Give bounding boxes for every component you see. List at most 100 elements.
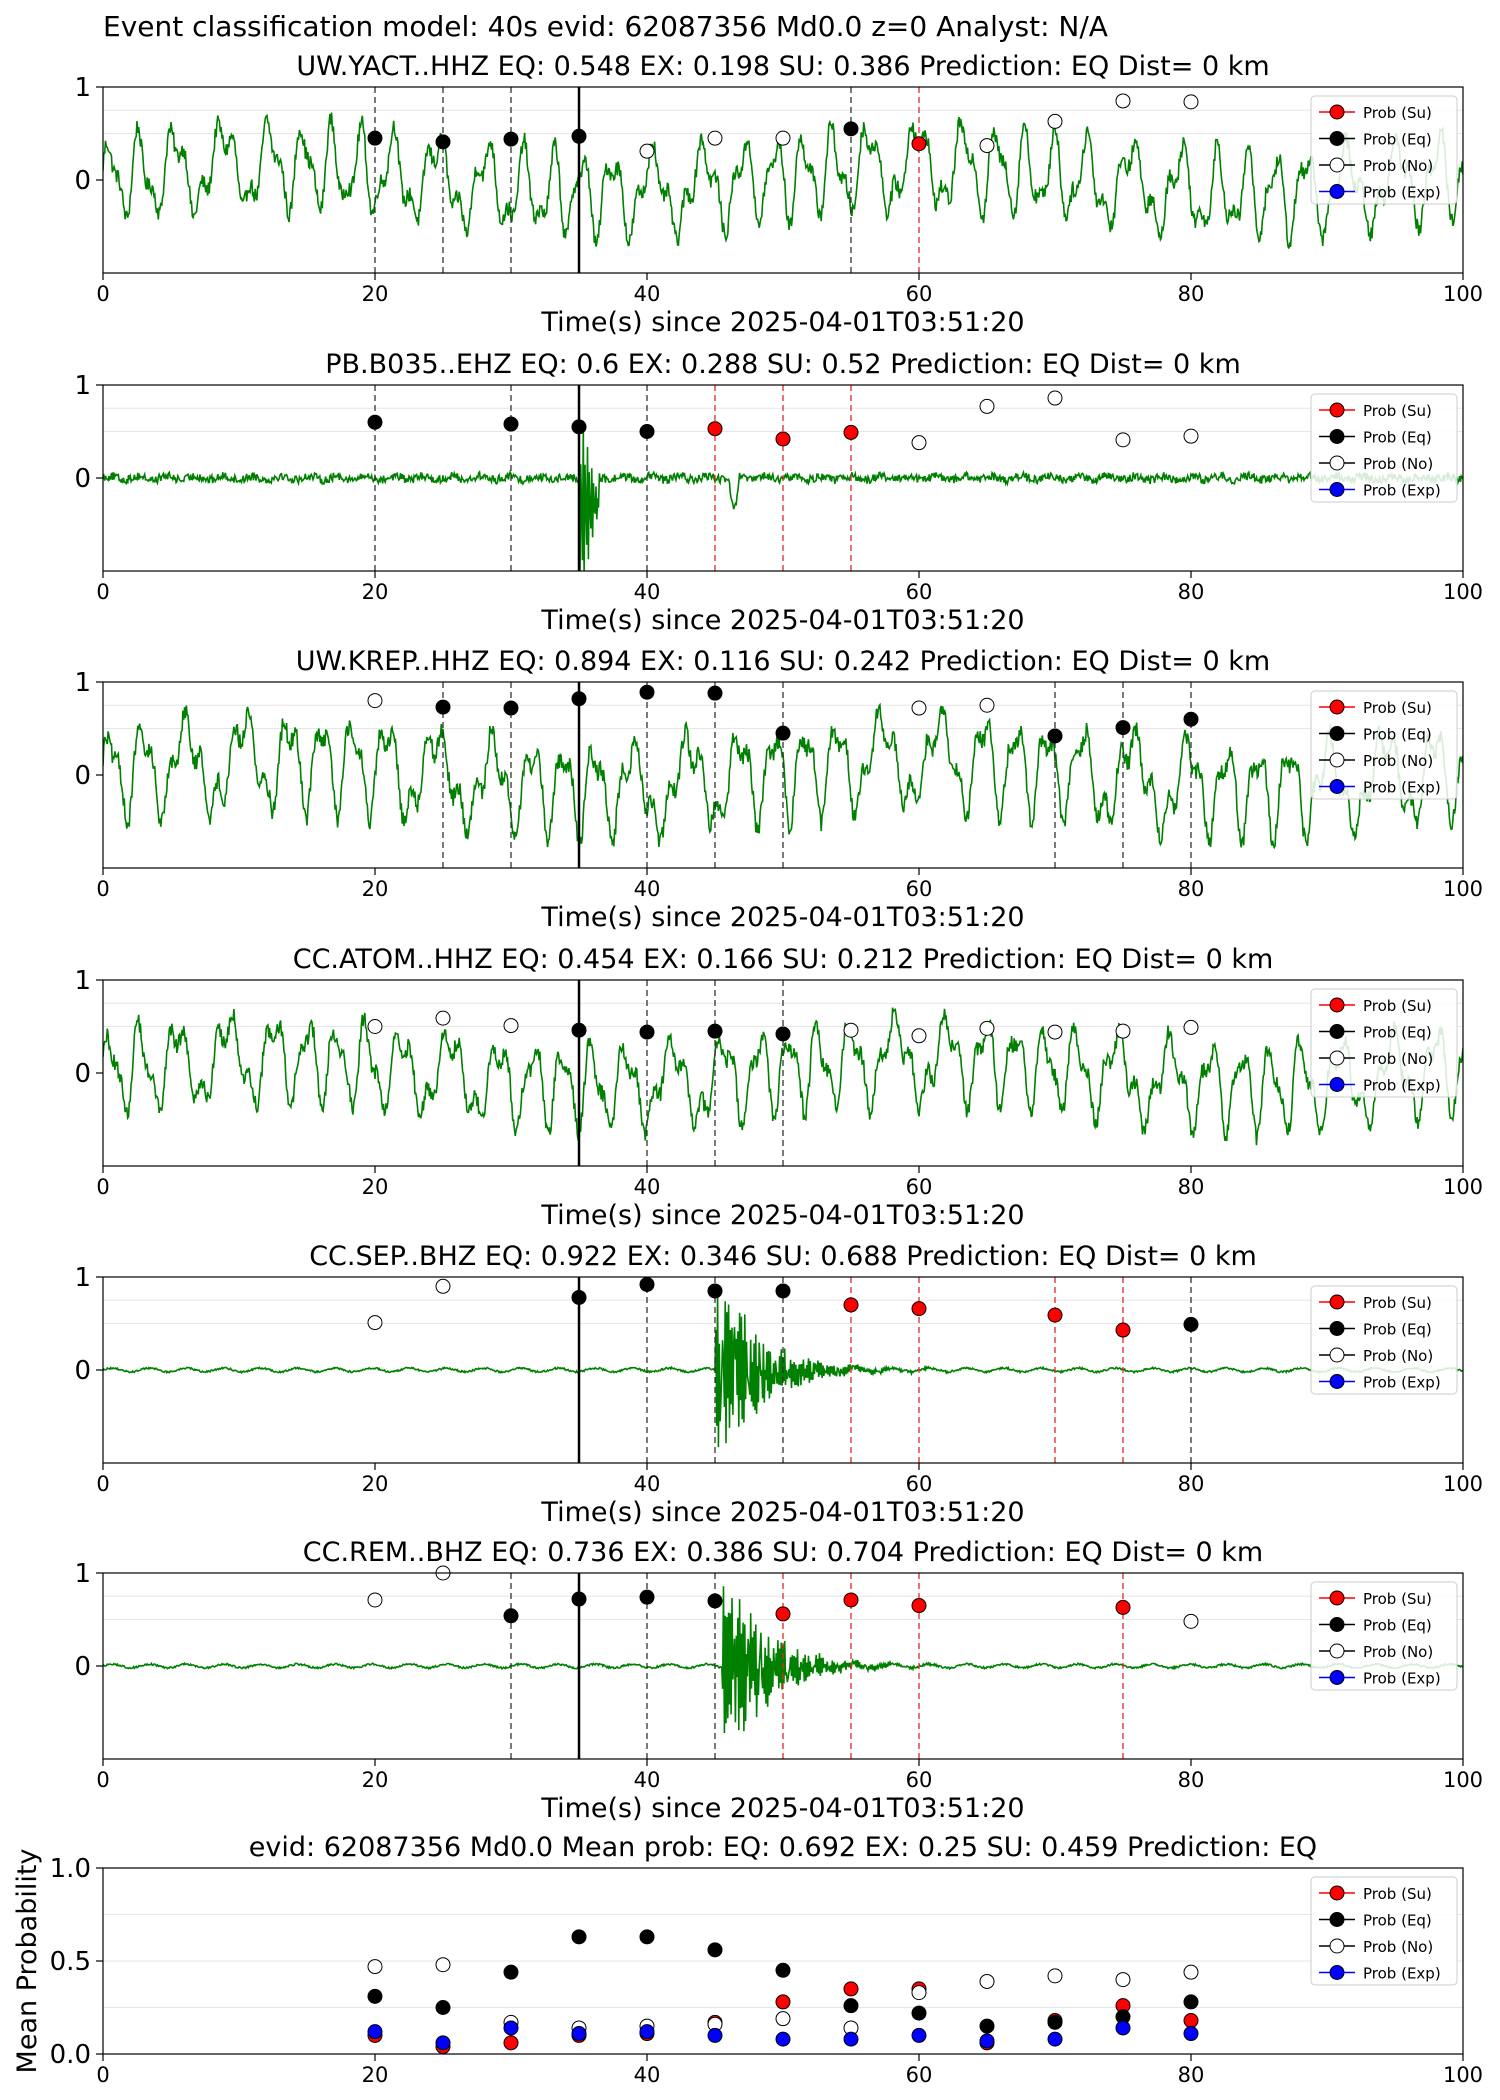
y-tick-label: 1 xyxy=(74,668,91,698)
prob-point-su xyxy=(843,424,859,440)
prob-point-eq xyxy=(571,691,587,707)
prob-point-no xyxy=(1115,93,1131,109)
legend-label-no: Prob (No) xyxy=(1363,455,1433,473)
y-tick-label: 1 xyxy=(74,371,91,401)
legend-marker-su xyxy=(1329,104,1345,120)
mean-point-su xyxy=(503,2035,519,2051)
mean-point-exp xyxy=(979,2033,995,2049)
prob-point-eq xyxy=(639,684,655,700)
legend-label-eq: Prob (Eq) xyxy=(1363,1024,1432,1042)
prob-point-eq xyxy=(707,1023,723,1039)
legend-marker-no xyxy=(1329,752,1345,768)
prob-point-no xyxy=(367,1592,383,1608)
mean-point-exp xyxy=(911,2027,927,2043)
x-tick-label: 80 xyxy=(1178,877,1205,901)
y-tick-label: 1 xyxy=(74,1559,91,1589)
x-tick-label: 80 xyxy=(1178,580,1205,604)
prob-point-eq xyxy=(639,1024,655,1040)
prob-point-no xyxy=(979,697,995,713)
legend: Prob (Su) Prob (Eq) Prob (No) Prob (Exp) xyxy=(1310,393,1458,503)
mean-point-eq xyxy=(707,1942,723,1958)
y-tick-label: 1.0 xyxy=(50,1854,91,1884)
y-tick-label: 0 xyxy=(74,1356,91,1386)
x-tick-label: 40 xyxy=(634,1768,661,1792)
legend: Prob (Su) Prob (Eq) Prob (No) Prob (Exp) xyxy=(1310,1285,1458,1395)
prob-point-no xyxy=(435,1278,451,1294)
prob-point-su xyxy=(1115,1599,1131,1615)
x-tick-label: 20 xyxy=(362,1768,389,1792)
x-tick-label: 0 xyxy=(96,282,109,306)
prob-point-no xyxy=(367,1019,383,1034)
x-tick-label: 100 xyxy=(1443,580,1483,604)
y-tick-label: 0 xyxy=(74,1652,91,1682)
legend-marker-su xyxy=(1329,1885,1345,1901)
prob-point-no xyxy=(503,1018,519,1034)
prob-point-no xyxy=(1183,1613,1199,1629)
prob-point-no xyxy=(843,1022,859,1038)
mean-point-eq xyxy=(367,1988,383,2004)
x-tick-label: 0 xyxy=(96,1768,109,1792)
prob-point-eq xyxy=(707,685,723,701)
legend-marker-no xyxy=(1329,1347,1345,1363)
x-tick-label: 20 xyxy=(362,2063,389,2087)
x-axis-label: Time(s) since 2025-04-01T03:51:20 xyxy=(540,902,1024,933)
x-tick-label: 60 xyxy=(906,1472,933,1496)
mean-point-eq xyxy=(1183,1994,1199,2010)
legend-marker-su xyxy=(1329,699,1345,715)
mean-point-eq xyxy=(979,2018,995,2034)
prob-point-no xyxy=(911,435,927,451)
prob-point-eq xyxy=(707,1593,723,1609)
legend-marker-eq xyxy=(1329,1617,1345,1632)
y-tick-label: 0 xyxy=(74,464,91,494)
legend-label-su: Prob (Su) xyxy=(1363,699,1432,717)
x-tick-label: 100 xyxy=(1443,1768,1483,1792)
prob-point-su xyxy=(843,1592,859,1608)
legend-frame xyxy=(1310,1876,1458,1986)
subplot-title: UW.YACT..HHZ EQ: 0.548 EX: 0.198 SU: 0.3… xyxy=(296,51,1269,82)
legend-marker-su xyxy=(1329,402,1345,418)
prob-point-no xyxy=(1047,1024,1063,1040)
prob-point-no xyxy=(367,693,383,709)
prob-point-no xyxy=(1047,113,1063,129)
prob-point-eq xyxy=(367,130,383,146)
prob-point-eq xyxy=(775,1283,791,1299)
mean-point-exp xyxy=(707,2027,723,2043)
prob-point-eq xyxy=(503,416,519,432)
legend-label-eq: Prob (Eq) xyxy=(1363,726,1432,744)
mean-point-no xyxy=(1047,1968,1063,1984)
subplot-6: 1 0 CC.REM..BHZ EQ: 0.736 EX: 0.386 SU: 0.… xyxy=(74,1537,1483,1824)
legend-label-eq: Prob (Eq) xyxy=(1363,1912,1432,1930)
mean-probability-panel: 1.0 0.5 0.0 evid: 62087356 Md0.0 Mean prob:… xyxy=(12,1832,1483,2087)
mean-point-no xyxy=(979,1973,995,1989)
legend-marker-su xyxy=(1329,1294,1345,1310)
x-tick-label: 100 xyxy=(1443,877,1483,901)
mean-point-eq xyxy=(911,2005,927,2021)
legend-frame xyxy=(1310,393,1458,503)
prob-point-no xyxy=(1183,1019,1199,1035)
prob-point-no xyxy=(1183,94,1199,110)
y-tick-label: 0.5 xyxy=(50,1947,91,1977)
legend-marker-no xyxy=(1329,1938,1345,1954)
mean-point-exp xyxy=(571,2026,587,2042)
x-tick-label: 100 xyxy=(1443,282,1483,306)
prob-point-no xyxy=(911,700,927,716)
prob-point-no xyxy=(979,138,995,154)
legend-label-no: Prob (No) xyxy=(1363,1050,1433,1068)
legend-label-su: Prob (Su) xyxy=(1363,1590,1432,1608)
x-axis-label: Time(s) since 2025-04-01T03:51:20 xyxy=(540,1200,1024,1231)
subplot-title: CC.ATOM..HHZ EQ: 0.454 EX: 0.166 SU: 0.2… xyxy=(293,944,1274,975)
prob-point-su xyxy=(911,1598,927,1614)
legend-frame xyxy=(1310,690,1458,800)
legend-marker-no xyxy=(1329,1050,1345,1066)
x-tick-label: 0 xyxy=(96,1175,109,1199)
x-tick-label: 80 xyxy=(1178,2063,1205,2087)
figure-title: Event classification model: 40s evid: 62… xyxy=(103,10,1108,43)
x-tick-label: 80 xyxy=(1178,1175,1205,1199)
y-tick-label: 1 xyxy=(74,966,91,996)
prob-point-eq xyxy=(1183,1316,1199,1332)
prob-point-su xyxy=(775,431,791,447)
x-tick-label: 60 xyxy=(906,1768,933,1792)
legend: Prob (Su) Prob (Eq) Prob (No) Prob (Exp) xyxy=(1310,988,1458,1098)
prob-point-eq xyxy=(571,1289,587,1305)
